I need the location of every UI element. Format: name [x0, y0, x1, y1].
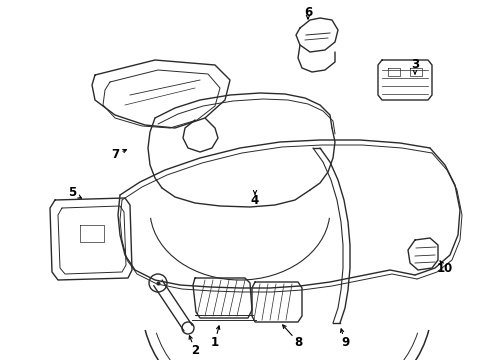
Text: 8: 8	[294, 336, 302, 348]
Text: 7: 7	[111, 148, 119, 162]
Text: 3: 3	[411, 58, 419, 72]
Text: 1: 1	[211, 336, 219, 348]
Text: 4: 4	[251, 194, 259, 207]
Text: 9: 9	[341, 336, 349, 348]
Text: 5: 5	[68, 186, 76, 199]
Text: 10: 10	[437, 261, 453, 274]
Text: 6: 6	[304, 5, 312, 18]
Text: 2: 2	[191, 343, 199, 356]
